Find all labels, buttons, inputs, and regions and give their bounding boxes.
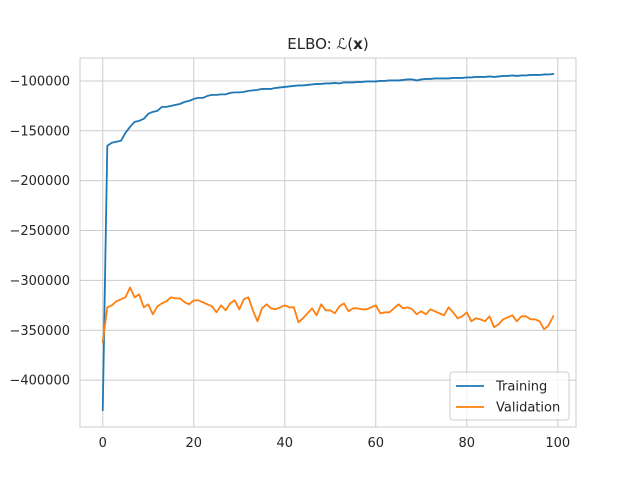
x-tick-label: 60: [368, 436, 385, 451]
y-tick-label: −150000: [9, 124, 70, 139]
y-tick-label: −300000: [9, 274, 70, 289]
chart-title-variable: x: [353, 35, 363, 53]
legend: Training Validation: [449, 371, 570, 421]
x-tick-label: 80: [459, 436, 476, 451]
tick-labels: 0 20 40 60 80 100 −100000 −150000 −200000 −250000…: [9, 74, 570, 451]
series-line-training: [101, 72, 555, 411]
y-tick-label: −100000: [9, 74, 70, 89]
x-tick-label: 0: [99, 436, 107, 451]
y-tick-label: −250000: [9, 224, 70, 239]
legend-box: [449, 371, 570, 421]
plot-area: [80, 58, 576, 427]
y-tick-label: −400000: [9, 374, 70, 389]
x-tick-label: 40: [276, 436, 293, 451]
y-tick-label: −200000: [9, 174, 70, 189]
grid-lines: [80, 58, 576, 427]
chart-title: ELBO: ℒ(x): [287, 35, 368, 53]
x-tick-label: 100: [545, 436, 570, 451]
legend-label-validation: Validation: [496, 401, 560, 416]
chart-title-suffix: ): [363, 35, 369, 53]
x-tick-label: 20: [185, 436, 202, 451]
chart-title-prefix: ELBO: ℒ(: [287, 35, 353, 53]
plot-border: [79, 57, 577, 428]
y-tick-label: −350000: [9, 324, 70, 339]
series-line-validation: [101, 286, 555, 344]
plot-frame: [79, 57, 577, 428]
legend-label-training: Training: [495, 380, 547, 395]
series-lines: [101, 72, 555, 411]
